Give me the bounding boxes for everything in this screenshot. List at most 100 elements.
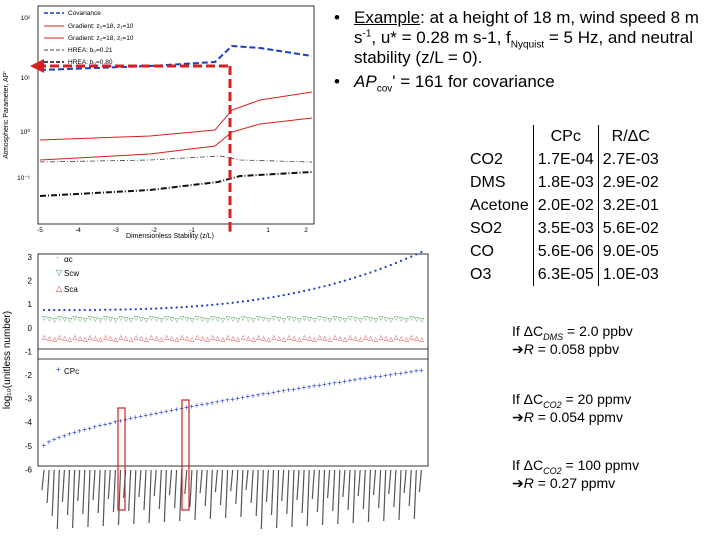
sca-point: △ (98, 337, 103, 343)
arrow-right-icon: ➔ (512, 409, 524, 425)
alpha-point (236, 301, 239, 304)
cpc-point: + (240, 393, 245, 402)
apcov-label: AP (354, 72, 377, 91)
alpha-point (93, 308, 97, 311)
sca-point: △ (338, 336, 343, 342)
cpc-point: + (404, 368, 409, 377)
sca-point: △ (195, 335, 200, 341)
compound-label (168, 469, 173, 496)
sca-point: △ (307, 336, 312, 342)
stability-xtick: -1 (189, 227, 195, 234)
compounds-ytick: 3 (28, 253, 33, 262)
sca-point: △ (190, 337, 195, 343)
cpc-point: + (159, 408, 164, 417)
scw-point: ▽ (256, 316, 261, 322)
stability-xlabel: Dimensionless Stability (z/L) (126, 233, 214, 240)
compound-label (133, 469, 137, 525)
example-text: : at a height of 18 m, wind speed 8 m s (354, 8, 699, 47)
alpha-point (150, 307, 153, 310)
cpc-point: + (98, 421, 103, 430)
legend-scw: Scw (64, 269, 79, 278)
scw-point: ▽ (200, 317, 205, 323)
sca-point: △ (389, 337, 394, 343)
scw-point: ▽ (226, 316, 231, 322)
compound-label (51, 469, 55, 517)
compound-label (112, 469, 116, 513)
alpha-point (104, 308, 107, 311)
scw-point: ▽ (124, 317, 129, 323)
sca-point: △ (170, 336, 175, 342)
cpc-point: + (144, 411, 149, 420)
compound-label (347, 469, 351, 511)
cpc-point: + (62, 431, 67, 440)
cpc-point: + (138, 412, 143, 421)
alpha-point (63, 308, 66, 312)
sca-point: △ (297, 337, 302, 343)
cpc-point: + (266, 389, 271, 398)
compound-label (265, 469, 269, 503)
alpha-point (221, 302, 224, 305)
scw-point: ▽ (42, 316, 47, 322)
compound-label (357, 469, 361, 497)
legend-hrea-2: HREA: b₀=0.80 (68, 59, 113, 66)
cpc-point: + (230, 395, 235, 404)
sca-point: △ (363, 335, 368, 341)
sca-point: △ (119, 335, 124, 341)
cpc-point: + (261, 390, 266, 399)
compound-label (199, 469, 203, 494)
sca-point: △ (312, 337, 317, 343)
cpc-point: + (210, 398, 215, 407)
alpha-point (190, 305, 193, 308)
header-r: R/ΔC (597, 125, 663, 148)
sca-point: △ (221, 337, 226, 343)
compound-label (321, 469, 326, 526)
cpc-cell: 1.8E-03 (532, 171, 599, 194)
scw-point: ▽ (287, 316, 292, 322)
sca-point: △ (47, 336, 52, 342)
cpc-point: + (251, 391, 256, 400)
alpha-point (369, 271, 372, 274)
scw-point: ▽ (210, 316, 215, 322)
scw-point: ▽ (251, 318, 256, 324)
cpc-point: + (128, 414, 133, 423)
scw-point: ▽ (78, 317, 83, 323)
scw-point: ▽ (374, 318, 379, 324)
note-text: R (523, 475, 534, 491)
compounds-ytick: 2 (28, 277, 33, 286)
cpc-point: + (348, 376, 353, 385)
alpha-point (109, 308, 112, 311)
scw-point: ▽ (185, 317, 190, 323)
sca-point: △ (251, 337, 256, 343)
cpc-point: + (399, 369, 404, 378)
scw-point: ▽ (384, 317, 389, 323)
compound-label (102, 469, 106, 527)
cpc-point: + (189, 402, 194, 411)
stability-ytick: 10¹ (21, 75, 31, 82)
scw-point: ▽ (312, 318, 317, 324)
svg-text:▽: ▽ (56, 268, 63, 277)
compound-label (72, 469, 76, 529)
compound-label (286, 469, 290, 515)
note-text: = 0.054 ppmv (533, 409, 623, 425)
compound-label (393, 469, 397, 508)
scw-point: ▽ (129, 318, 134, 324)
legend-cpc: CPc (64, 367, 79, 376)
cpc-point: + (93, 423, 98, 432)
cpc-point: + (200, 400, 205, 409)
svg-text:△: △ (56, 284, 63, 293)
scw-point: ▽ (159, 318, 164, 324)
compound-label (117, 469, 122, 526)
svg-text:+: + (56, 365, 61, 374)
cpc-point: + (322, 380, 327, 389)
alpha-point (134, 308, 137, 311)
cpc-point: + (184, 403, 189, 412)
alpha-point (231, 301, 234, 304)
scw-point: ▽ (180, 316, 185, 322)
table-row: CO2 1.7E-04 2.7E-03 (466, 148, 663, 171)
sca-point: △ (164, 335, 169, 341)
sca-point: △ (333, 335, 338, 341)
scw-point: ▽ (333, 316, 338, 322)
arrow-head-icon (30, 59, 44, 73)
legend-covariance: Covariance (68, 10, 101, 17)
compound-label (408, 469, 412, 507)
